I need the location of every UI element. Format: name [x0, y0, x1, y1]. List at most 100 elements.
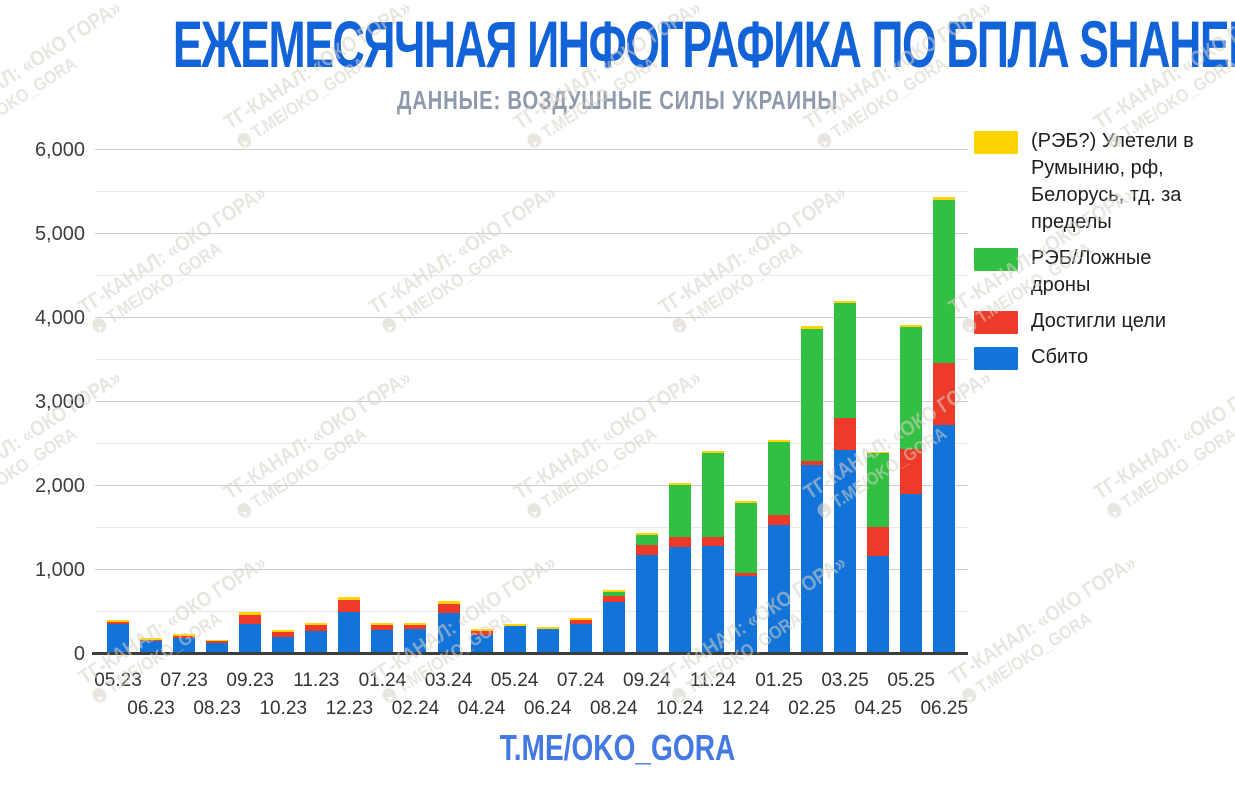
bar-segment-08.24	[602, 592, 625, 597]
bar-segment-05.25	[900, 327, 923, 449]
bar-segment-03.24	[437, 601, 460, 604]
x-axis-tick-label: 05.25	[887, 670, 935, 691]
bar-segment-04.25	[867, 526, 890, 556]
bar-segment-02.25	[801, 465, 824, 654]
bar-segment-10.23	[272, 631, 295, 637]
bar-segment-12.24	[734, 501, 757, 504]
gridline-minor	[95, 191, 968, 192]
x-axis-tick-label: 08.23	[193, 698, 241, 719]
bar-segment-12.23	[338, 611, 361, 654]
x-axis-tick-label: 12.23	[325, 698, 374, 719]
bar-segment-07.24	[569, 624, 592, 654]
x-axis-tick-label: 07.23	[160, 670, 208, 691]
legend-swatch	[974, 311, 1018, 334]
page-title: ЕЖЕМЕСЯЧНАЯ ИНФОГРАФИКА ПО БПЛА SHAHED-1…	[172, 8, 1235, 82]
y-axis-tick-label: 2,000	[34, 475, 85, 497]
bar-segment-04.25	[867, 453, 890, 527]
bar-segment-04.25	[867, 555, 890, 654]
gridline-major	[95, 317, 968, 318]
bar-segment-06.25	[933, 197, 956, 200]
bar-segment-08.23	[206, 641, 229, 643]
y-axis-tick-label: 0	[73, 643, 85, 665]
page-subtitle: ДАННЫЕ: ВОЗДУШНЫЕ СИЛЫ УКРАИНЫ	[397, 85, 838, 115]
bar-segment-06.24	[536, 629, 559, 654]
bar-segment-04.24	[470, 629, 493, 631]
bar-segment-08.24	[602, 596, 625, 602]
bar-segment-05.25	[900, 448, 923, 494]
bar-segment-10.24	[668, 536, 691, 548]
watermark-channel-name: ТГ-КАНАЛ: «ОКО ГОРА»	[0, 0, 126, 135]
legend-item: Достигли цели	[974, 308, 1224, 335]
bar-segment-02.24	[404, 629, 427, 654]
bar-segment-07.24	[569, 617, 592, 620]
bar-segment-02.24	[404, 625, 427, 630]
bar-segment-09.24	[635, 534, 658, 545]
bar-segment-11.24	[701, 546, 724, 654]
gridline-major	[95, 233, 968, 234]
telegram-icon	[234, 130, 254, 150]
bar-segment-11.24	[701, 453, 724, 538]
bar-segment-05.23	[107, 624, 129, 654]
bar-segment-03.25	[834, 449, 857, 654]
watermark-link: T.ME/OKO_GORA	[0, 53, 81, 143]
bar-segment-03.25	[834, 418, 857, 450]
gridline-major	[95, 149, 968, 150]
y-axis-tick-label: 3,000	[34, 391, 85, 413]
watermark: ТГ-КАНАЛ: «ОКО ГОРА»T.ME/OKO_GORA	[1090, 365, 1235, 523]
bar-segment-12.23	[338, 597, 361, 600]
bar-segment-08.24	[602, 589, 625, 593]
watermark: ТГ-КАНАЛ: «ОКО ГОРА»T.ME/OKO_GORA	[0, 0, 139, 153]
x-axis-tick-label: 10.23	[259, 698, 308, 719]
footer-link: T.ME/OKO_GORA	[499, 727, 736, 768]
legend-swatch	[974, 248, 1018, 271]
bar-segment-01.25	[768, 514, 790, 525]
chart-legend: (РЭБ?) Улетели в Румынию, рф, Белорусь, …	[974, 128, 1224, 380]
bar-segment-02.25	[801, 328, 824, 461]
bar-segment-05.24	[503, 625, 526, 654]
bar-segment-11.23	[305, 630, 328, 654]
watermark-link: T.ME/OKO_GORA	[0, 423, 81, 513]
chart-plot-area: 0 1,000 2,000 3,000 4,000 5,000 6,000	[35, 139, 968, 665]
x-axis-tick-label: 05.23	[94, 670, 142, 691]
bar-segment-05.25	[900, 493, 923, 654]
bar-segment-10.23	[272, 636, 295, 654]
bar-segment-06.25	[933, 199, 956, 363]
bar-segment-12.23	[338, 599, 361, 612]
y-axis-tick-label: 5,000	[34, 223, 85, 245]
bar-segment-03.25	[834, 303, 857, 419]
legend-label: Достигли цели	[1031, 310, 1167, 332]
bar-segment-01.25	[768, 524, 790, 654]
bar-segment-03.24	[437, 612, 460, 654]
x-axis-tick-label: 06.25	[920, 698, 969, 719]
legend-label: РЭБ/Ложные дроны	[1031, 247, 1152, 296]
bar-segment-05.24	[503, 623, 526, 626]
x-axis-tick-label: 03.24	[424, 670, 473, 691]
bar-segment-09.24	[635, 544, 658, 555]
bar-segment-10.24	[668, 547, 691, 654]
bar-segment-03.24	[437, 603, 460, 613]
gridline-minor	[95, 359, 968, 360]
watermark-link: T.ME/OKO_GORA	[1117, 423, 1235, 513]
legend-item: (РЭБ?) Улетели в Румынию, рф, Белорусь, …	[974, 128, 1224, 236]
bar-segment-01.24	[371, 630, 394, 654]
bar-segment-06.24	[536, 627, 559, 630]
bar-segment-05.23	[107, 621, 129, 625]
bar-segment-09.23	[239, 614, 262, 624]
x-axis-tick-label: 12.24	[722, 698, 770, 719]
telegram-icon	[1104, 500, 1124, 520]
bar-segment-12.24	[734, 572, 757, 576]
bar-segment-06.23	[140, 638, 163, 640]
gridline-major	[95, 569, 968, 570]
telegram-icon	[524, 130, 544, 150]
bar-segment-08.24	[602, 601, 625, 654]
bar-segment-05.23	[107, 619, 129, 622]
bar-segment-11.23	[305, 624, 328, 631]
gridline-minor	[95, 275, 968, 276]
legend-swatch	[974, 131, 1018, 154]
bar-segment-07.24	[569, 620, 592, 625]
x-axis-line	[92, 652, 968, 655]
bar-segment-04.24	[470, 630, 493, 636]
gridline-major	[95, 401, 968, 402]
bar-segment-07.23	[173, 635, 196, 639]
watermark-link: T.ME/OKO_GORA	[972, 608, 1096, 698]
